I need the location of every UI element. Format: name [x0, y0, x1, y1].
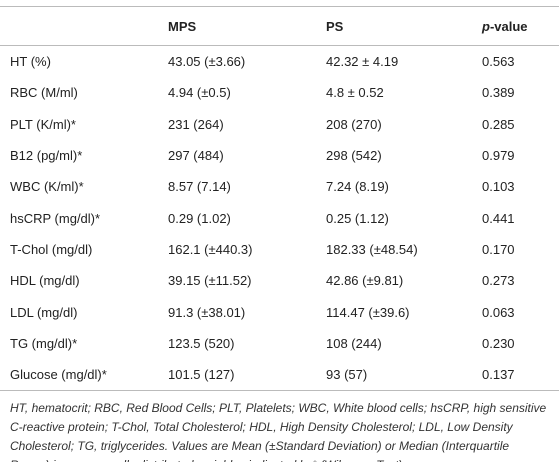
table-cell: 0.230 [482, 335, 515, 351]
data-table: MPS PS p-value HT (%) 43.05 (±3.66) 42.32 … [0, 6, 559, 392]
table-cell: 101.5 (127) [168, 358, 326, 392]
header-cell: p-value [482, 6, 559, 46]
table-cell: 298 (542) [326, 148, 382, 164]
table-cell: 0.25 (1.12) [326, 210, 389, 226]
table-cell: 297 (484) [168, 148, 224, 164]
table-row: hsCRP (mg/dl)* 0.29 (1.02) 0.25 (1.12) 0.44… [0, 202, 559, 233]
table-cell: 0.103 [482, 179, 515, 195]
table-row: TG (mg/dl)* 123.5 (520) 108 (244) 0.230 [0, 328, 559, 359]
table-cell: 43.05 (±3.66) [168, 54, 246, 70]
table-cell: 182.33 (±48.54) [326, 241, 418, 257]
row-label: TG (mg/dl)* [10, 335, 78, 351]
table-row: Glucose (mg/dl)* 101.5 (127) 93 (57) 0.137 [0, 358, 559, 392]
table-cell: 0.063 [482, 304, 515, 320]
row-label: hsCRP (mg/dl)* [10, 210, 101, 226]
table-cell: 39.15 (±11.52) [168, 273, 252, 289]
row-label: Glucose (mg/dl)* [0, 358, 168, 392]
table-cell: 0.979 [482, 148, 515, 164]
table-cell: 108 (244) [326, 335, 382, 351]
table-cell: 42.32 ± 4.19 [326, 54, 399, 70]
table-cell: 93 (57) [326, 358, 482, 392]
footnote: HT, hematocrit; RBC, Red Blood Cells; PL… [10, 401, 547, 462]
header-cell: MPS [168, 6, 326, 46]
header-cell: PS [326, 6, 482, 46]
table-cell: 0.563 [482, 54, 515, 70]
table-cell: 0.29 (1.02) [168, 210, 231, 226]
table-cell: 0.441 [482, 210, 515, 226]
header-cell [0, 6, 168, 46]
table-cell: 7.24 (8.19) [326, 179, 389, 195]
table-cell: 231 (264) [168, 116, 224, 132]
table-cell: 4.94 (±0.5) [168, 85, 231, 101]
row-label: LDL (mg/dl) [10, 304, 78, 320]
row-label: RBC (M/ml) [10, 85, 78, 101]
table-cell: 0.170 [482, 241, 515, 257]
table-cell: 4.8 ± 0.52 [326, 85, 384, 101]
table-cell: 0.137 [482, 358, 559, 392]
table-cell: 208 (270) [326, 116, 382, 132]
table-cell: 114.47 (±39.6) [326, 304, 410, 320]
table-cell: 162.1 (±440.3) [168, 241, 253, 257]
header-row: MPS PS p-value [0, 6, 559, 46]
table-row: B12 (pg/ml)* 297 (484) 298 (542) 0.979 [0, 140, 559, 171]
table-cell: 8.57 (7.14) [168, 179, 231, 195]
row-label: PLT (K/ml)* [10, 116, 76, 132]
table-body: HT (%) 43.05 (±3.66) 42.32 ± 4.19 0.563 RBC … [0, 46, 559, 392]
row-label: HDL (mg/dl) [10, 273, 80, 289]
table-row: PLT (K/ml)* 231 (264) 208 (270) 0.285 [0, 109, 559, 140]
table-cell: 123.5 (520) [168, 335, 235, 351]
row-label: HT (%) [10, 54, 51, 70]
table-row: T-Chol (mg/dl) 162.1 (±440.3) 182.33 (±48.… [0, 234, 559, 265]
table-cell: 0.389 [482, 85, 515, 101]
table-cell: 0.285 [482, 116, 515, 132]
table-cell: 91.3 (±38.01) [168, 304, 246, 320]
table-row: HT (%) 43.05 (±3.66) 42.32 ± 4.19 0.563 [0, 46, 559, 78]
row-label: T-Chol (mg/dl) [10, 241, 93, 257]
table-cell: 0.273 [482, 273, 515, 289]
row-label: B12 (pg/ml)* [10, 148, 83, 164]
table-row: LDL (mg/dl) 91.3 (±38.01) 114.47 (±39.6) 0.… [0, 296, 559, 327]
table-cell: 42.86 (±9.81) [326, 273, 404, 289]
table-row: RBC (M/ml) 4.94 (±0.5) 4.8 ± 0.52 0.389 [0, 77, 559, 108]
table-row: HDL (mg/dl) 39.15 (±11.52) 42.86 (±9.81) 0.… [0, 265, 559, 296]
table-row: WBC (K/ml)* 8.57 (7.14) 7.24 (8.19) 0.103 [0, 171, 559, 202]
row-label: WBC (K/ml)* [10, 179, 84, 195]
